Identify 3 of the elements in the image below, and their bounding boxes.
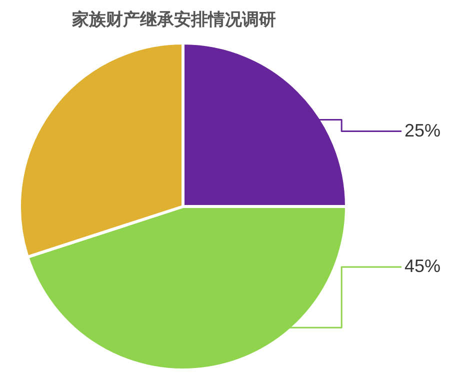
data-label: 45% [404,256,441,276]
chart-title: 家族财产继承安排情况调研 [72,9,276,31]
data-label: 25% [404,120,441,140]
